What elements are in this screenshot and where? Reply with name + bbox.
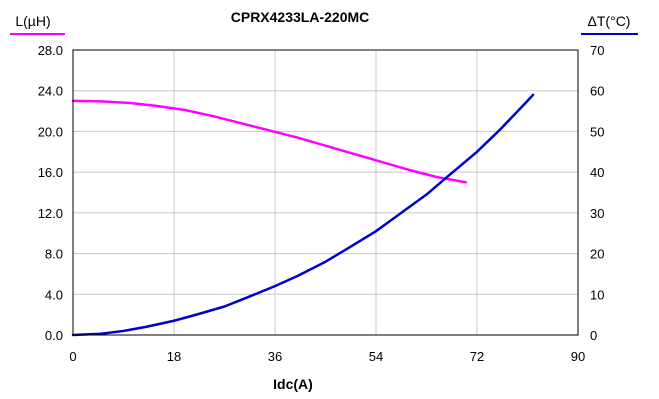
y-right-tick-label: 50	[590, 124, 604, 139]
y-left-tick-label: 20.0	[38, 124, 63, 139]
x-tick-label: 90	[571, 349, 585, 364]
y-right-tick-label: 20	[590, 247, 604, 262]
y-left-tick-label: 0.0	[45, 328, 63, 343]
y-left-tick-label: 12.0	[38, 206, 63, 221]
x-tick-label: 0	[69, 349, 76, 364]
left-axis-label: L(µH)	[15, 13, 50, 29]
y-left-tick-label: 4.0	[45, 287, 63, 302]
x-tick-label: 72	[470, 349, 484, 364]
y-right-tick-label: 10	[590, 287, 604, 302]
y-right-tick-label: 40	[590, 165, 604, 180]
y-left-tick-label: 28.0	[38, 43, 63, 58]
x-tick-label: 36	[268, 349, 282, 364]
y-right-tick-label: 60	[590, 84, 604, 99]
y-right-tick-label: 30	[590, 206, 604, 221]
chart-title: CPRX4233LA-220MC	[231, 9, 370, 25]
y-right-tick-label: 70	[590, 43, 604, 58]
tick-labels: 0 18 36 54 72 90 0.0 4.0 8.0 12.0 16.0 20.0 24.0 28.0…	[38, 43, 605, 364]
y-left-tick-label: 8.0	[45, 247, 63, 262]
temperature-rise-line	[71, 93, 535, 337]
y-right-tick-label: 0	[590, 328, 597, 343]
plot-area	[71, 93, 535, 337]
inductance-line	[71, 99, 468, 184]
grid	[73, 50, 578, 335]
x-tick-label: 54	[369, 349, 383, 364]
right-axis-label: ΔT(°C)	[588, 13, 631, 29]
x-tick-label: 18	[167, 349, 181, 364]
x-axis-label: Idc(A)	[273, 376, 313, 392]
y-left-tick-label: 24.0	[38, 84, 63, 99]
y-left-tick-label: 16.0	[38, 165, 63, 180]
plot-frame	[72, 49, 579, 336]
